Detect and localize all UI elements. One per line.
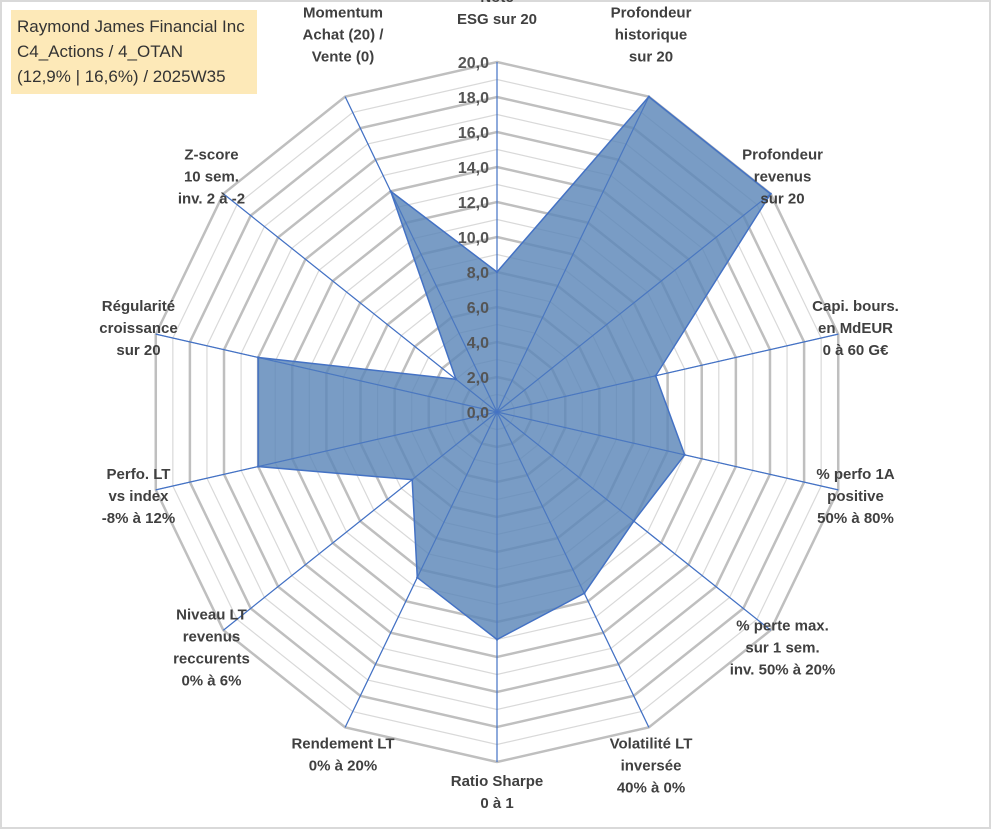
tick-label: 10,0 bbox=[458, 230, 489, 247]
axis-label: positive bbox=[827, 488, 884, 505]
axis-spoke-overlay bbox=[496, 411, 650, 728]
axis-label: 10 sem. bbox=[184, 168, 239, 185]
tick-label: 4,0 bbox=[467, 335, 489, 352]
title-line-2: C4_Actions / 4_OTAN bbox=[17, 42, 183, 61]
tick-label: 8,0 bbox=[467, 265, 489, 282]
axis-label: revenus bbox=[754, 168, 812, 185]
axis-spoke-overlay bbox=[496, 333, 839, 413]
axis-spoke-overlay bbox=[496, 411, 771, 631]
axis-label: Volatilité LT bbox=[610, 736, 693, 753]
axis-label: Rendement LT bbox=[291, 736, 394, 753]
tick-label: 14,0 bbox=[458, 160, 489, 177]
axis-label: revenus bbox=[183, 629, 241, 646]
tick-label: 0,0 bbox=[467, 405, 489, 422]
tick-label: 18,0 bbox=[458, 90, 489, 107]
axis-label: % perfo 1A bbox=[816, 466, 895, 483]
axis-label: Z-score bbox=[184, 146, 238, 163]
axis-label: 0% à 20% bbox=[309, 758, 377, 775]
axis-spoke-overlay bbox=[496, 411, 839, 491]
axis-spoke-overlay bbox=[344, 96, 498, 413]
chart-title-box: Raymond James Financial Inc C4_Actions /… bbox=[11, 10, 257, 94]
axis-label: Niveau LT bbox=[176, 607, 247, 624]
axis-label: Ratio Sharpe bbox=[451, 773, 544, 790]
axis-label: Note bbox=[480, 0, 513, 6]
title-line-3: (12,9% | 16,6%) / 2025W35 bbox=[17, 67, 226, 86]
axis-label: 0 à 60 G€ bbox=[823, 342, 890, 359]
axis-label: % perte max. bbox=[736, 618, 829, 635]
axis-label: sur 1 sem. bbox=[745, 640, 819, 657]
axis-spoke-overlay bbox=[223, 193, 498, 413]
axis-label: Momentum bbox=[303, 4, 383, 21]
axis-spoke-overlay bbox=[223, 411, 498, 631]
axis-spoke-overlay bbox=[496, 96, 650, 413]
axis-label: croissance bbox=[99, 320, 177, 337]
axis-label: inv. 50% à 20% bbox=[730, 662, 836, 679]
axis-label: sur 20 bbox=[760, 190, 804, 207]
axis-label: 0% à 6% bbox=[181, 673, 241, 690]
data-series-area bbox=[257, 95, 772, 641]
tick-label: 16,0 bbox=[458, 125, 489, 142]
axis-label: Profondeur bbox=[742, 146, 823, 163]
axis-spoke-overlay bbox=[344, 411, 498, 728]
tick-label: 2,0 bbox=[467, 370, 489, 387]
axis-label: reccurents bbox=[173, 651, 250, 668]
axis-label: 0 à 1 bbox=[480, 795, 513, 812]
axis-spoke-overlay bbox=[155, 411, 498, 491]
axis-label: ESG sur 20 bbox=[457, 11, 537, 28]
axis-label: sur 20 bbox=[629, 48, 673, 65]
axis-label: Achat (20) / bbox=[303, 26, 385, 43]
axis-label: Régularité bbox=[102, 298, 175, 315]
axis-label: 50% à 80% bbox=[817, 510, 894, 527]
axis-label: vs index bbox=[108, 488, 169, 505]
axis-label: Profondeur bbox=[611, 4, 692, 21]
axis-label: -8% à 12% bbox=[102, 510, 175, 527]
axis-label: Perfo. LT bbox=[107, 466, 171, 483]
tick-label: 12,0 bbox=[458, 195, 489, 212]
axis-label: Vente (0) bbox=[312, 48, 375, 65]
axis-spoke-overlay bbox=[496, 193, 771, 413]
axis-label: sur 20 bbox=[116, 342, 160, 359]
axis-label: en MdEUR bbox=[818, 320, 893, 337]
axis-label: historique bbox=[615, 26, 688, 43]
axis-spoke-overlay bbox=[155, 333, 498, 413]
axis-label: Capi. bours. bbox=[812, 298, 899, 315]
axis-label: inversée bbox=[621, 758, 682, 775]
axis-label: inv. 2 à -2 bbox=[178, 190, 245, 207]
axis-label: 40% à 0% bbox=[617, 780, 685, 797]
tick-label: 6,0 bbox=[467, 300, 489, 317]
title-line-1: Raymond James Financial Inc bbox=[17, 17, 245, 36]
tick-label: 20,0 bbox=[458, 55, 489, 72]
